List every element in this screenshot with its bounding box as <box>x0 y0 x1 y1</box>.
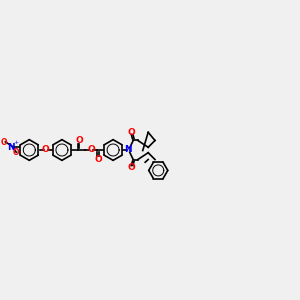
Text: O: O <box>87 146 95 154</box>
Text: N: N <box>8 143 15 152</box>
Text: O: O <box>128 128 136 137</box>
Text: O: O <box>1 138 7 147</box>
Text: +: + <box>14 140 19 145</box>
Text: O: O <box>42 146 50 154</box>
Text: N: N <box>124 146 132 154</box>
Text: O: O <box>128 163 136 172</box>
Text: O: O <box>95 155 103 164</box>
Text: O: O <box>75 136 83 145</box>
Text: O: O <box>13 148 20 157</box>
